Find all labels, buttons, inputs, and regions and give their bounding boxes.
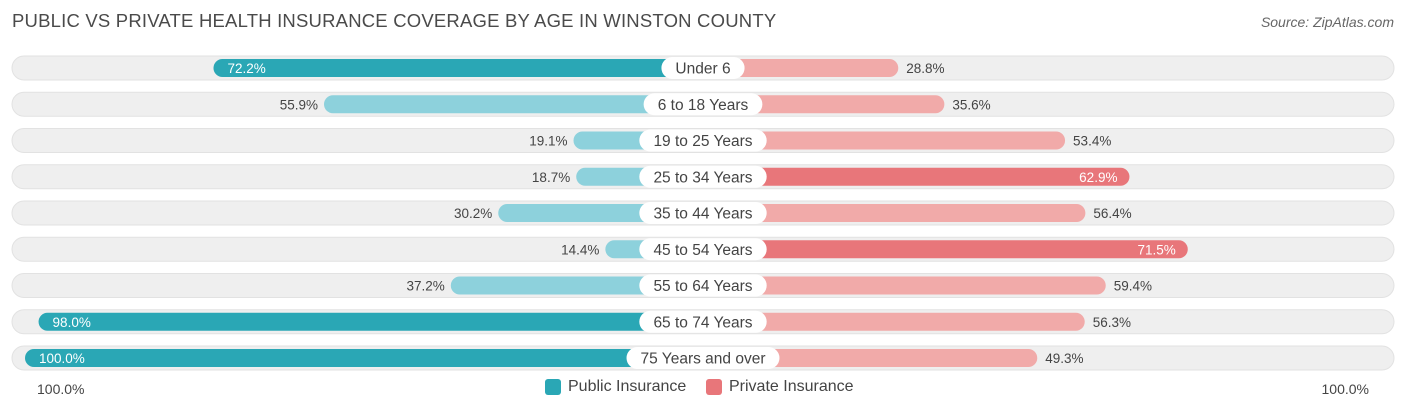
bar-public-65-to-74-years[interactable] [38, 312, 704, 331]
category-label-under-6: Under 6 [675, 61, 730, 78]
bar-private-35-to-44-years[interactable] [703, 204, 1086, 222]
label-private-35-to-44-years: 56.4% [1093, 206, 1131, 221]
category-label-75-years-and-over: 75 Years and over [641, 351, 766, 368]
label-private-6-to-18-years: 35.6% [952, 97, 990, 112]
label-private-55-to-64-years: 59.4% [1114, 279, 1152, 294]
legend-swatch-public [545, 379, 561, 395]
bar-public-6-to-18-years[interactable] [323, 95, 703, 114]
bar-public-75-years-and-over[interactable] [25, 349, 703, 367]
label-public-55-to-64-years: 37.2% [407, 279, 445, 294]
bar-private-45-to-54-years[interactable] [703, 240, 1188, 259]
category-pill [639, 238, 767, 261]
source-note: Source: ZipAtlas.com [1260, 14, 1394, 30]
chart-title: PUBLIC VS PRIVATE HEALTH INSURANCE COVER… [12, 10, 777, 31]
bar-public-under-6[interactable] [213, 59, 703, 77]
label-public-45-to-54-years: 14.4% [561, 242, 599, 257]
axis-left-label: 100.0% [37, 381, 85, 397]
bar-private-25-to-34-years[interactable] [703, 167, 1130, 186]
bar-private-75-years-and-over[interactable] [703, 349, 1038, 367]
category-label-65-to-74-years: 65 to 74 Years [653, 314, 752, 331]
label-public-19-to-25-years: 19.1% [529, 134, 567, 149]
category-pill [626, 347, 780, 369]
axis-right-label: 100.0% [1321, 381, 1369, 397]
category-pill [639, 274, 767, 297]
label-public-under-6: 72.2% [227, 61, 265, 76]
legend-item-public[interactable]: Public Insurance [545, 378, 686, 396]
label-public-75-years-and-over: 100.0% [39, 351, 85, 366]
category-label-6-to-18-years: 6 to 18 Years [658, 97, 749, 114]
legend-label-private: Private Insurance [729, 378, 854, 395]
legend-label-public: Public Insurance [568, 378, 687, 395]
category-label-55-to-64-years: 55 to 64 Years [653, 278, 752, 295]
category-label-19-to-25-years: 19 to 25 Years [653, 133, 752, 150]
legend-item-private[interactable]: Private Insurance [706, 378, 854, 396]
legend: Public Insurance Private Insurance [0, 378, 1406, 400]
label-private-19-to-25-years: 53.4% [1073, 134, 1111, 149]
category-pill [639, 129, 767, 152]
category-pill [643, 93, 763, 116]
bar-private-6-to-18-years[interactable] [703, 95, 945, 114]
bar-private-under-6[interactable] [703, 59, 899, 77]
label-public-25-to-34-years: 18.7% [532, 170, 570, 185]
category-label-25-to-34-years: 25 to 34 Years [653, 169, 752, 186]
label-private-under-6: 28.8% [906, 61, 944, 76]
bar-public-55-to-64-years[interactable] [450, 276, 703, 295]
label-public-6-to-18-years: 55.9% [280, 97, 318, 112]
category-pill [661, 57, 745, 79]
bar-private-19-to-25-years[interactable] [703, 131, 1066, 150]
label-public-65-to-74-years: 98.0% [53, 315, 91, 330]
legend-swatch-private [706, 379, 722, 395]
label-private-25-to-34-years: 62.9% [1079, 170, 1117, 185]
bar-private-55-to-64-years[interactable] [703, 276, 1106, 295]
bar-private-65-to-74-years[interactable] [703, 312, 1085, 331]
label-private-75-years-and-over: 49.3% [1045, 351, 1083, 366]
category-pill [639, 310, 767, 333]
category-label-45-to-54-years: 45 to 54 Years [653, 242, 752, 259]
label-private-45-to-54-years: 71.5% [1137, 242, 1175, 257]
label-public-35-to-44-years: 30.2% [454, 206, 492, 221]
label-private-65-to-74-years: 56.3% [1093, 315, 1131, 330]
category-pill [639, 165, 767, 188]
chart-area: 72.2% 28.8% Under 6 55.9% 35.6% 6 to 18 Years… [11, 55, 1395, 371]
category-pill [639, 202, 767, 224]
category-label-35-to-44-years: 35 to 44 Years [653, 206, 752, 223]
